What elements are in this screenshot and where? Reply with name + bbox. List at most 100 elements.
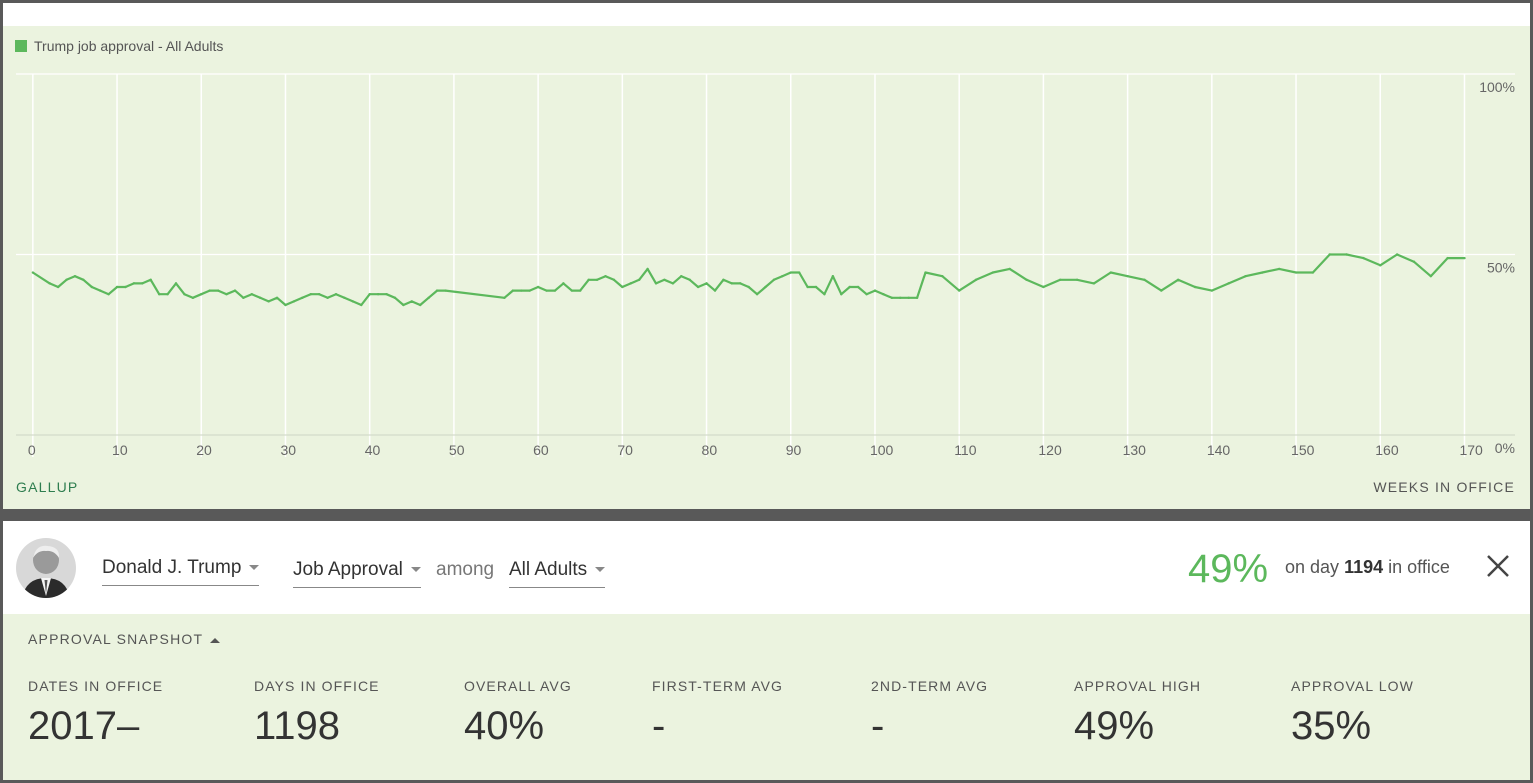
data-point — [536, 285, 540, 289]
data-point — [520, 289, 523, 292]
data-point — [764, 285, 767, 289]
data-point — [326, 296, 329, 300]
stat-value: 49% — [1074, 704, 1155, 748]
data-point — [216, 289, 220, 292]
data-point — [360, 303, 363, 307]
data-point — [1126, 274, 1129, 278]
data-point — [511, 289, 515, 292]
stat-label: 2ND-TERM AVG — [871, 678, 989, 694]
data-point — [1362, 256, 1365, 260]
data-point — [1278, 267, 1281, 271]
snapshot-toggle[interactable]: APPROVAL SNAPSHOT — [28, 631, 221, 647]
data-point — [208, 289, 211, 292]
top-strip — [3, 3, 1530, 26]
data-point — [680, 274, 683, 278]
data-point — [225, 293, 228, 296]
data-point — [873, 289, 877, 292]
data-point — [915, 296, 919, 300]
current-day-text: on day 1194 in office — [1285, 557, 1450, 578]
current-suffix: in office — [1388, 557, 1450, 577]
data-point — [747, 285, 750, 289]
x-axis-title: WEEKS IN OFFICE — [1373, 479, 1515, 495]
data-point — [56, 285, 60, 289]
data-point — [1008, 267, 1011, 271]
approval-line-chart: 0 10 20 30 40 50 60 70 80 90 100 110 120 130 140 150 160… — [16, 73, 1515, 458]
data-point — [713, 289, 717, 292]
data-point — [503, 296, 506, 300]
data-point — [840, 293, 843, 296]
data-point — [612, 278, 616, 281]
data-point — [107, 293, 110, 296]
stat-dates-in-office: DATES IN OFFICE 2017– — [28, 678, 163, 749]
data-point — [1379, 264, 1382, 267]
among-label: among — [436, 559, 495, 580]
data-point — [149, 278, 152, 281]
y-tick-label: 100% — [1479, 79, 1515, 95]
data-point — [1345, 253, 1348, 256]
data-point — [301, 296, 304, 300]
close-icon — [1487, 555, 1509, 577]
data-point — [941, 274, 944, 278]
data-point — [1227, 282, 1230, 285]
data-point — [882, 293, 885, 296]
data-point — [1429, 274, 1432, 278]
legend-label: Trump job approval - All Adults — [34, 38, 224, 54]
data-point — [797, 271, 801, 274]
close-button[interactable] — [1483, 551, 1513, 581]
data-point — [1294, 271, 1298, 274]
data-point — [587, 278, 590, 281]
x-tick-label: 10 — [112, 442, 128, 458]
president-avatar — [16, 538, 76, 598]
data-point — [242, 296, 245, 300]
data-point — [166, 293, 169, 296]
stat-label: OVERALL AVG — [464, 678, 572, 694]
data-point — [1193, 285, 1197, 289]
data-point — [579, 289, 582, 292]
data-point — [739, 282, 742, 285]
president-dropdown-label: Donald J. Trump — [102, 557, 242, 578]
data-point — [806, 285, 809, 289]
stat-second-term-avg: 2ND-TERM AVG - — [871, 678, 988, 749]
data-point — [899, 296, 902, 300]
chart-panel: Trump job approval - All Adults 0 10 20 30 4… — [3, 26, 1530, 509]
x-tick-label: 80 — [702, 442, 718, 458]
x-tick-label: 30 — [280, 442, 296, 458]
data-point — [124, 285, 127, 289]
data-point — [334, 293, 338, 296]
data-point — [376, 293, 380, 296]
data-point — [629, 282, 632, 285]
data-point — [343, 296, 346, 300]
data-point — [31, 271, 35, 274]
x-tick-label: 170 — [1459, 442, 1483, 458]
stat-label: FIRST-TERM AVG — [652, 678, 784, 694]
data-point — [1042, 285, 1045, 289]
group-dropdown[interactable]: All Adults — [509, 559, 606, 588]
group-dropdown-label: All Adults — [509, 559, 588, 580]
stat-value: 1198 — [254, 704, 341, 748]
data-point — [663, 278, 666, 281]
x-tick-label: 40 — [365, 442, 381, 458]
data-point — [789, 271, 792, 274]
data-point — [890, 296, 894, 300]
data-point — [696, 285, 700, 289]
current-prefix: on day — [1285, 557, 1340, 577]
data-point — [814, 285, 818, 289]
data-point — [823, 293, 826, 296]
data-point — [907, 296, 910, 300]
data-point — [730, 282, 734, 285]
controls-bar: Donald J. Trump Job Approval among All A… — [3, 521, 1530, 614]
data-point — [99, 289, 102, 292]
x-tick-label: 90 — [786, 442, 802, 458]
stat-value: - — [652, 704, 666, 748]
x-tick-label: 110 — [954, 442, 977, 458]
data-point — [65, 278, 68, 281]
x-tick-label: 100 — [870, 442, 894, 458]
data-point — [1075, 278, 1079, 281]
measure-dropdown[interactable]: Job Approval — [293, 559, 421, 588]
series-line — [32, 253, 1465, 307]
data-point — [1261, 271, 1264, 274]
data-point — [233, 289, 237, 292]
data-point — [368, 293, 371, 296]
data-point — [1463, 256, 1466, 260]
president-dropdown[interactable]: Donald J. Trump — [102, 557, 260, 586]
